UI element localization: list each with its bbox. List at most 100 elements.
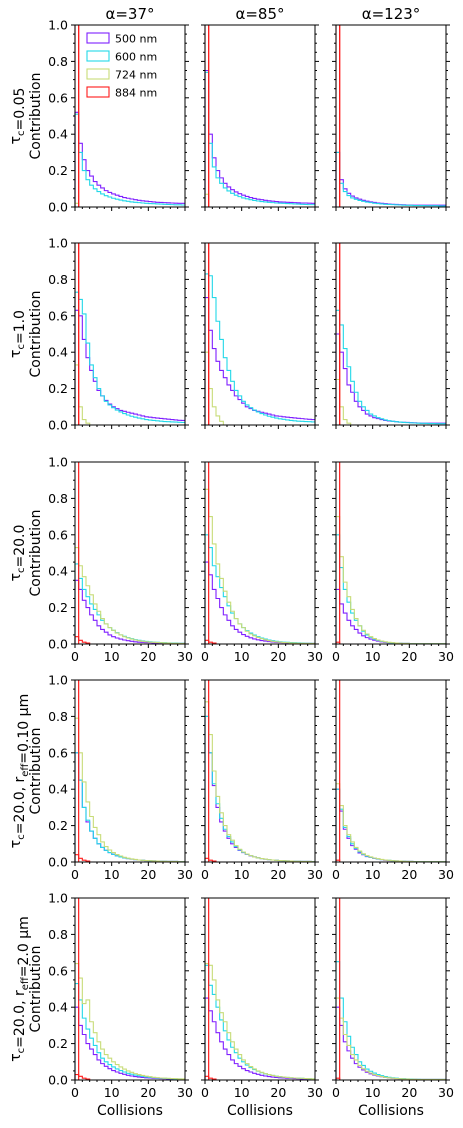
series-724-nm-r4-c0 bbox=[74, 962, 185, 1080]
series-600-nm-r4-c1 bbox=[204, 964, 315, 1080]
legend-label-0: 500 nm bbox=[115, 33, 157, 46]
panel-r3-c0: 0.0 0.2 0.4 0.6 0.8 1.0 0 10 20 30 bbox=[48, 673, 193, 883]
ytick-label: 0.6 bbox=[48, 90, 68, 105]
series-884-nm-r0-c1 bbox=[204, 24, 315, 208]
panel-r3-c2: 0 10 20 30 bbox=[332, 679, 454, 882]
xtick-label: 30 bbox=[438, 1085, 454, 1100]
ytick-label: 0.2 bbox=[48, 1036, 68, 1051]
series-500-nm-r0-c2 bbox=[335, 151, 446, 207]
ytick-label: 0.6 bbox=[48, 308, 68, 323]
xtick-label: 10 bbox=[365, 1085, 381, 1100]
ytick-label: 0.4 bbox=[48, 345, 68, 360]
series-500-nm-r2-c0 bbox=[74, 579, 185, 644]
axes-frame-r2-c0 bbox=[74, 461, 186, 645]
series-500-nm-r4-c1 bbox=[204, 997, 315, 1080]
xtick-label: 0 bbox=[332, 867, 340, 882]
series-724-nm-r4-c1 bbox=[204, 962, 315, 1080]
ytick-label: 0.8 bbox=[48, 54, 68, 69]
ytick-label: 0.6 bbox=[48, 963, 68, 978]
panel-r1-c1 bbox=[201, 242, 319, 429]
xtick-label: 20 bbox=[401, 867, 417, 882]
xtick-label: 20 bbox=[140, 1085, 156, 1100]
series-724-nm-r3-c1 bbox=[204, 701, 315, 863]
axes-frame-r1-c1 bbox=[204, 242, 316, 426]
ytick-label: 0.4 bbox=[48, 1000, 68, 1015]
xtick-label: 0 bbox=[71, 649, 79, 664]
panel-r1-c2 bbox=[332, 242, 450, 429]
panel-r0-c2 bbox=[332, 24, 450, 211]
xtick-label: 30 bbox=[307, 1085, 323, 1100]
series-600-nm-r0-c0 bbox=[74, 113, 185, 207]
row-label-3-line2: Contribution bbox=[28, 728, 44, 815]
series-724-nm-r3-c2 bbox=[335, 783, 446, 863]
legend-swatch-724-nm bbox=[86, 68, 110, 80]
axes-frame-r0-c2 bbox=[335, 24, 447, 208]
ytick-label: 0.2 bbox=[48, 381, 68, 396]
xtick-label: 10 bbox=[365, 649, 381, 664]
xtick-label: 0 bbox=[71, 867, 79, 882]
xtick-label: 0 bbox=[332, 1085, 340, 1100]
axes-frame-r4-c0 bbox=[74, 897, 186, 1081]
ytick-label: 0.8 bbox=[48, 491, 68, 506]
panel-r4-c1: 0 10 20 30 Collisions bbox=[201, 897, 323, 1119]
series-500-nm-r0-c0 bbox=[74, 111, 185, 207]
series-600-nm-r2-c0 bbox=[74, 563, 185, 644]
xtick-label: 20 bbox=[401, 1085, 417, 1100]
x-axis-label: Collisions bbox=[97, 1103, 163, 1119]
legend-label-1: 600 nm bbox=[115, 51, 157, 64]
row-label-2-line1: τc=20.0 bbox=[8, 525, 28, 582]
xtick-label: 20 bbox=[140, 649, 156, 664]
series-500-nm-r2-c1 bbox=[204, 561, 315, 644]
row-label-4-line1: τc=20.0, reff=2.0 μm bbox=[8, 916, 32, 1062]
xtick-label: 30 bbox=[177, 1085, 193, 1100]
axes-frame-r3-c1 bbox=[204, 679, 316, 863]
row-label-4-line2: Contribution bbox=[28, 946, 44, 1033]
series-724-nm-r2-c2 bbox=[335, 516, 446, 645]
series-724-nm-r4-c2 bbox=[335, 997, 446, 1080]
ytick-label: 1.0 bbox=[48, 891, 68, 906]
series-600-nm-r3-c0 bbox=[74, 752, 185, 863]
series-600-nm-r3-c1 bbox=[204, 715, 315, 863]
ytick-label: 0.6 bbox=[48, 527, 68, 542]
panel-r2-c0: 0.0 0.2 0.4 0.6 0.8 1.0 0 10 20 30 bbox=[48, 455, 193, 665]
ytick-label: 0.2 bbox=[48, 600, 68, 615]
legend-swatch-884-nm bbox=[86, 86, 110, 98]
ytick-label: 0.4 bbox=[48, 127, 68, 142]
ytick-label: 0.0 bbox=[48, 1073, 68, 1088]
series-724-nm-r2-c0 bbox=[74, 546, 185, 644]
column-title-0: α=37° bbox=[105, 5, 154, 23]
series-500-nm-r3-c0 bbox=[74, 752, 185, 863]
panel-r4-c0: 0.0 0.2 0.4 0.6 0.8 1.0 0 10 20 30 Collisions bbox=[48, 891, 193, 1120]
ytick-label: 0.4 bbox=[48, 564, 68, 579]
xtick-label: 20 bbox=[270, 649, 286, 664]
axes-frame-r2-c2 bbox=[335, 461, 447, 645]
series-724-nm-r1-c2 bbox=[335, 378, 446, 426]
xtick-label: 10 bbox=[234, 1085, 250, 1100]
x-axis-label: Collisions bbox=[358, 1103, 424, 1119]
ytick-label: 1.0 bbox=[48, 18, 68, 33]
series-500-nm-r0-c1 bbox=[204, 69, 315, 207]
xtick-label: 0 bbox=[201, 649, 209, 664]
panel-r4-c2: 0 10 20 30 Collisions bbox=[332, 897, 454, 1119]
column-title-2: α=123° bbox=[362, 5, 421, 23]
row-label-0-line1: τc=0.05 bbox=[8, 88, 28, 145]
ytick-label: 0.2 bbox=[48, 163, 68, 178]
ytick-label: 0.8 bbox=[48, 709, 68, 724]
xtick-label: 20 bbox=[270, 1085, 286, 1100]
series-600-nm-r1-c2 bbox=[335, 309, 446, 425]
row-label-2-line2: Contribution bbox=[28, 510, 44, 597]
legend-swatch-600-nm bbox=[86, 50, 110, 62]
legend-swatch-500-nm bbox=[86, 32, 110, 44]
series-884-nm-r1-c2 bbox=[335, 242, 446, 426]
xtick-label: 30 bbox=[438, 867, 454, 882]
axes-frame-r0-c1 bbox=[204, 24, 316, 208]
series-600-nm-r2-c2 bbox=[335, 534, 446, 645]
row-label-1-line1: τc=1.0 bbox=[8, 310, 28, 358]
panel-r2-c1: 0 10 20 30 bbox=[201, 461, 323, 664]
xtick-label: 30 bbox=[438, 649, 454, 664]
xtick-label: 10 bbox=[104, 649, 120, 664]
row-label-1-line2: Contribution bbox=[28, 291, 44, 378]
ytick-label: 0.8 bbox=[48, 272, 68, 287]
axes-frame-r4-c1 bbox=[204, 897, 316, 1081]
